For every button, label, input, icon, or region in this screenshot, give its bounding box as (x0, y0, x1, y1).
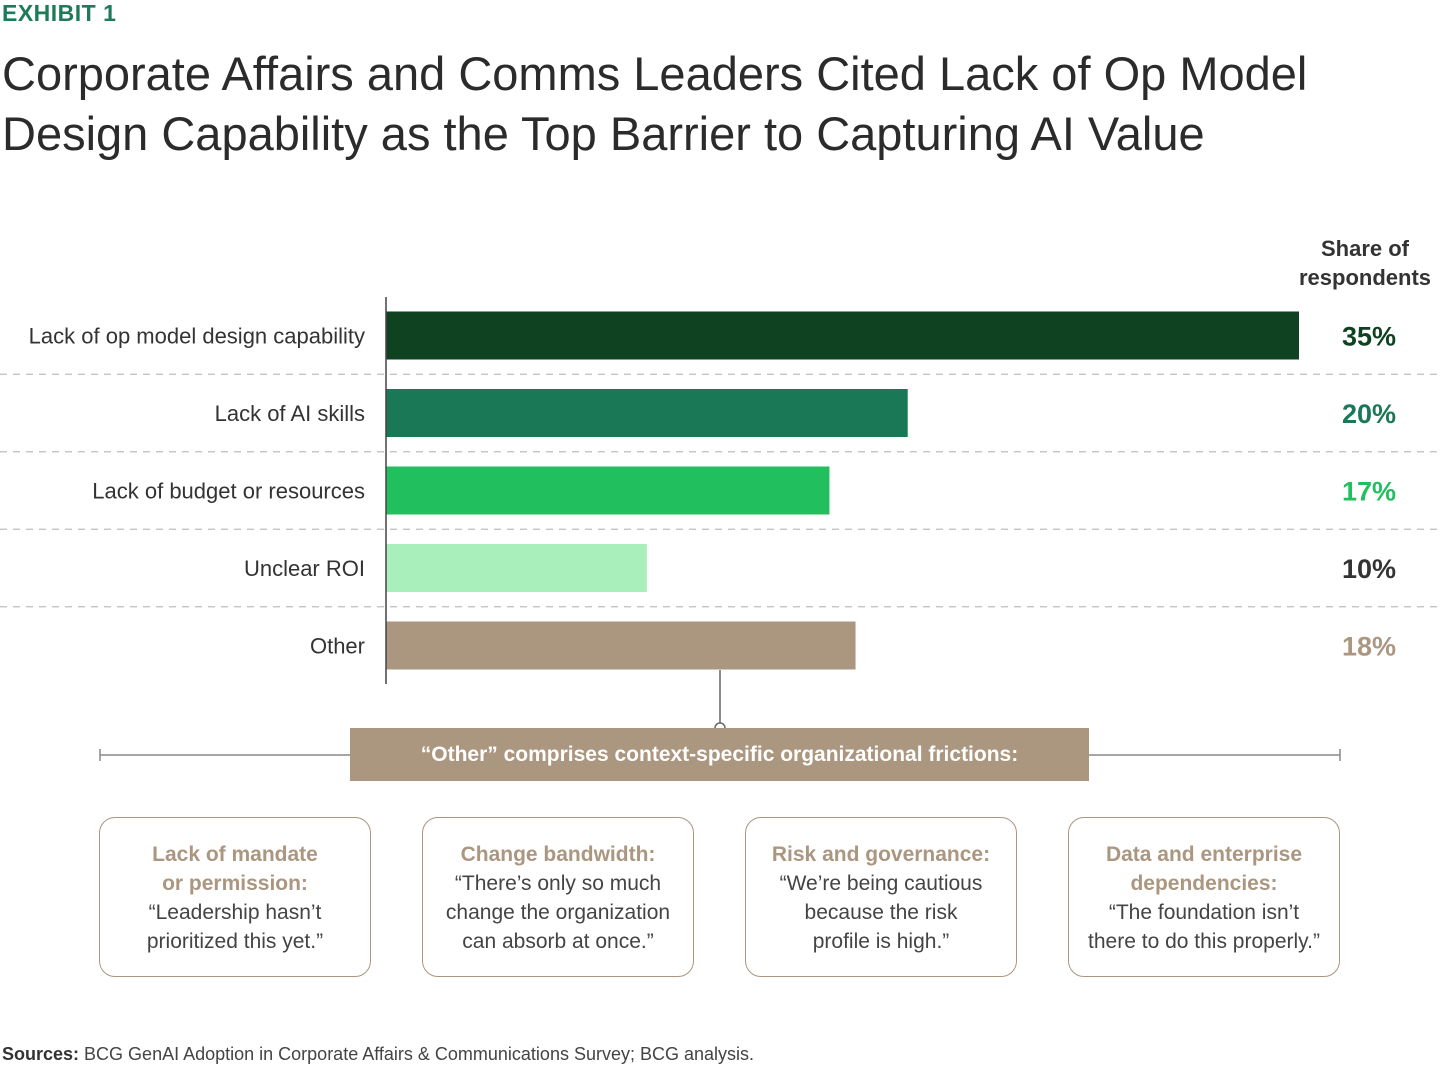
column-header: Share of respondents (1290, 234, 1440, 292)
box-quote: “There’s only so much change the organiza… (423, 869, 693, 956)
box-text-line: Lack of mandate (152, 843, 318, 866)
box-text-line: can absorb at once.” (462, 930, 654, 953)
bar (386, 621, 856, 670)
box-text-line: dependencies: (1130, 872, 1278, 895)
category-label: Other (310, 634, 365, 659)
column-header-line-2: respondents (1298, 265, 1432, 290)
value-label: 20% (1342, 399, 1396, 429)
bar-chart: Lack of op model design capability 35% Lac… (0, 297, 1440, 684)
title-line-1: Corporate Affairs and Comms Leaders Cite… (2, 47, 1308, 100)
value-label: 35% (1342, 322, 1396, 352)
sources-text: BCG GenAI Adoption in Corporate Affairs … (84, 1044, 755, 1064)
bar (386, 466, 830, 515)
box-text-line: “Leadership hasn’t (148, 901, 322, 924)
box-quote: “The foundation isn’t there to do this pr… (1069, 898, 1339, 956)
box-text-line: prioritized this yet.” (146, 930, 324, 953)
box-quote: “Leadership hasn’t prioritized this yet.” (100, 898, 370, 956)
sources-label: Sources: (2, 1044, 80, 1064)
barrier-box-risk: Risk and governance: “We’re being cautio… (745, 817, 1017, 977)
category-label: Unclear ROI (244, 556, 365, 581)
column-header-line-1: Share of (1320, 236, 1410, 261)
value-label: 10% (1342, 554, 1396, 584)
barrier-box-bandwidth: Change bandwidth: “There’s only so much c… (422, 817, 694, 977)
box-text-line: or permission: (162, 872, 308, 895)
box-text-line: “We’re being cautious (779, 872, 983, 895)
box-text-line: because the risk (804, 901, 958, 924)
box-text-line: “The foundation isn’t (1108, 901, 1300, 924)
barrier-box-mandate: Lack of mandate or permission: “Leadershi… (99, 817, 371, 977)
other-connector (99, 670, 1341, 761)
category-label: Lack of AI skills (215, 401, 365, 426)
box-text-line: profile is high.” (812, 930, 950, 953)
title-line-2: Design Capability as the Top Barrier to … (2, 107, 1205, 160)
box-quote: “We’re being cautious because the risk pro… (746, 869, 1016, 956)
chart-title: Corporate Affairs and Comms Leaders Cite… (2, 44, 1402, 164)
category-label: Lack of op model design capability (29, 324, 365, 349)
bar (386, 544, 647, 592)
exhibit-label: EXHIBIT 1 (2, 0, 117, 26)
value-label: 18% (1342, 632, 1396, 662)
category-label: Lack of budget or resources (92, 479, 365, 504)
box-text-line: Risk and governance: (771, 843, 991, 866)
value-label: 17% (1342, 477, 1396, 507)
box-text-line: “There’s only so much (454, 872, 662, 895)
box-text-line: change the organization (445, 901, 671, 924)
box-heading: Data and enterprise dependencies: (1069, 840, 1339, 898)
other-banner: “Other” comprises context-specific organ… (350, 728, 1089, 781)
box-heading: Risk and governance: (746, 840, 1016, 869)
bar (386, 311, 1299, 360)
sources-note: Sources: BCG GenAI Adoption in Corporate… (2, 1044, 754, 1065)
box-heading: Lack of mandate or permission: (100, 840, 370, 898)
box-text-line: Change bandwidth: (460, 843, 656, 866)
box-text-line: Data and enterprise (1105, 843, 1303, 866)
box-text-line: there to do this properly.” (1088, 930, 1320, 953)
bar (386, 389, 908, 437)
barrier-box-data: Data and enterprise dependencies: “The fo… (1068, 817, 1340, 977)
box-heading: Change bandwidth: (423, 840, 693, 869)
